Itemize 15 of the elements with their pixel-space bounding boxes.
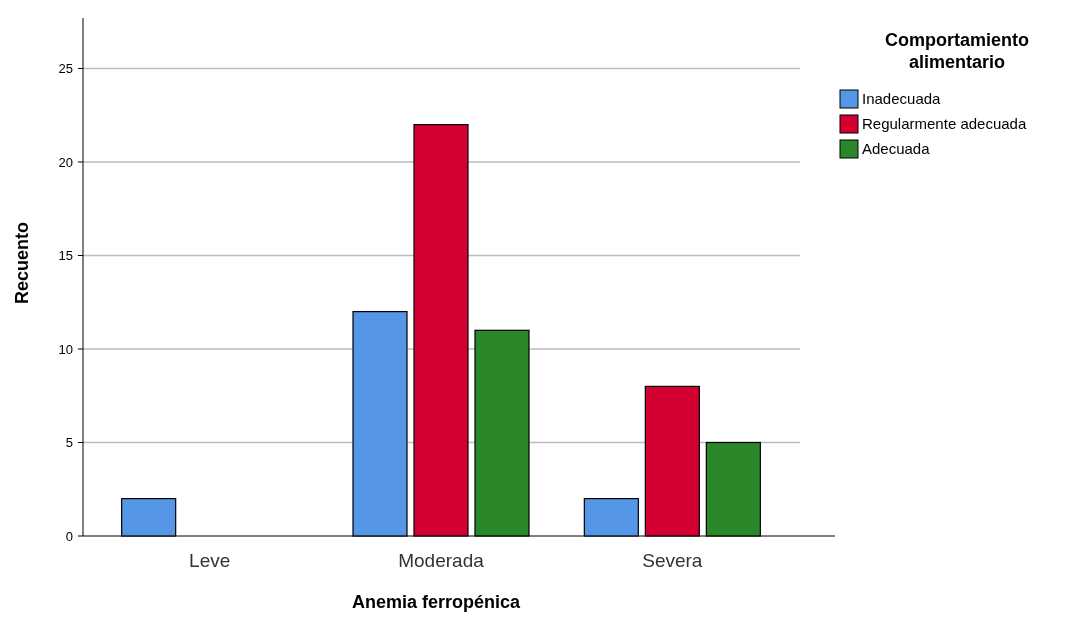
legend-label: Regularmente adecuada [862, 115, 1027, 133]
x-tick-label: Leve [189, 550, 231, 571]
y-tick-label: 25 [58, 61, 73, 77]
legend-title: Comportamiento alimentario [885, 30, 1029, 72]
x-tick-label: Severa [642, 550, 703, 571]
y-tick-label: 15 [58, 248, 73, 264]
legend-label: Adecuada [862, 140, 931, 158]
x-axis-title: Anemia ferropénica [351, 592, 522, 612]
y-tick-label: 5 [65, 435, 73, 451]
y-tick-label: 20 [58, 154, 73, 170]
y-axis-title: Recuento [12, 221, 32, 305]
legend-label: Inadecuada [862, 90, 942, 108]
x-tick-label: Moderada [398, 550, 485, 571]
y-tick-label: 10 [58, 341, 73, 357]
y-tick-label: 0 [65, 528, 73, 544]
